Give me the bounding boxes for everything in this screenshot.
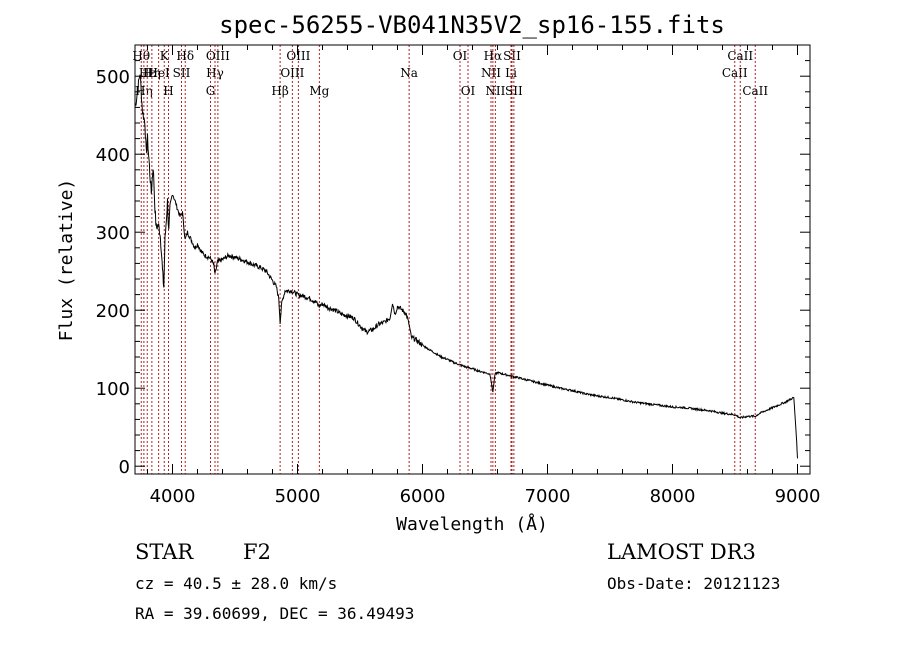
line-marker-label-0: Hθ xyxy=(132,49,150,63)
line-marker-label-5: K xyxy=(160,49,170,63)
line-marker-label-13: OIII xyxy=(280,66,304,80)
y-tick-label-4: 400 xyxy=(96,145,130,166)
object-class: STAR xyxy=(135,540,194,564)
line-marker-label-18: OI xyxy=(461,84,476,98)
x-tick-label-5: 9000 xyxy=(775,486,821,507)
x-axis-label: Wavelength (Å) xyxy=(396,513,548,535)
line-marker-label-1: Hη xyxy=(135,84,153,98)
object-subclass: F2 xyxy=(243,540,271,564)
chart-title: spec-56255-VB041N35V2_sp16-155.fits xyxy=(219,11,725,39)
y-tick-label-3: 300 xyxy=(96,223,130,244)
redshift-cz: cz = 40.5 ± 28.0 km/s xyxy=(135,574,338,593)
spectrum-line-0 xyxy=(134,74,798,459)
line-marker-label-24: SII xyxy=(505,84,523,98)
line-marker-label-19: NII xyxy=(481,66,501,80)
line-marker-label-21: NII xyxy=(485,84,505,98)
line-marker-label-16: Na xyxy=(400,66,418,80)
line-markers: HθHηHεHηHeIKHSIIHδGHγOIIIHβOIIIOIIIMgNaO… xyxy=(132,45,768,474)
coordinates: RA = 39.60699, DEC = 36.49493 xyxy=(135,604,415,623)
y-tick-label-1: 100 xyxy=(96,379,130,400)
line-marker-label-12: Hβ xyxy=(271,84,288,98)
line-marker-label-25: CaII xyxy=(722,66,748,80)
spectrum-series xyxy=(134,74,798,459)
x-tick-label-0: 4000 xyxy=(150,486,196,507)
x-tick-label-2: 6000 xyxy=(400,486,446,507)
plot-frame xyxy=(134,44,811,475)
observation-date: Obs-Date: 20121123 xyxy=(607,574,781,593)
line-marker-label-27: CaII xyxy=(742,84,768,98)
line-marker-label-26: CaII xyxy=(727,49,753,63)
x-axis: 4000 5000 6000 7000 8000 9000 xyxy=(147,45,821,507)
x-tick-label-3: 7000 xyxy=(525,486,571,507)
y-tick-label-5: 500 xyxy=(96,67,130,88)
y-axis-label: Flux (relative) xyxy=(56,179,77,342)
line-marker-label-8: Hδ xyxy=(176,49,194,63)
line-marker-label-9: G xyxy=(206,84,216,98)
line-marker-label-15: Mg xyxy=(309,84,329,98)
y-tick-label-0: 0 xyxy=(119,457,130,478)
x-tick-label-4: 8000 xyxy=(650,486,696,507)
line-marker-label-17: OI xyxy=(453,49,468,63)
line-marker-label-7: SII xyxy=(173,66,191,80)
line-marker-label-3: Hη xyxy=(143,66,161,80)
line-marker-label-6: H xyxy=(163,84,173,98)
survey-name: LAMOST DR3 xyxy=(607,540,756,564)
x-tick-label-1: 5000 xyxy=(275,486,321,507)
line-marker-label-23: SII xyxy=(503,49,521,63)
line-marker-label-14: OIII xyxy=(286,49,310,63)
line-marker-label-11: OIII xyxy=(206,49,230,63)
line-marker-label-22: Li xyxy=(505,66,517,80)
y-tick-label-2: 200 xyxy=(96,301,130,322)
y-axis: 0 100 200 300 400 500 xyxy=(96,60,810,478)
line-marker-label-10: Hγ xyxy=(206,66,224,80)
line-marker-label-4: HeI xyxy=(147,66,170,80)
line-marker-label-20: Hα xyxy=(484,49,503,63)
